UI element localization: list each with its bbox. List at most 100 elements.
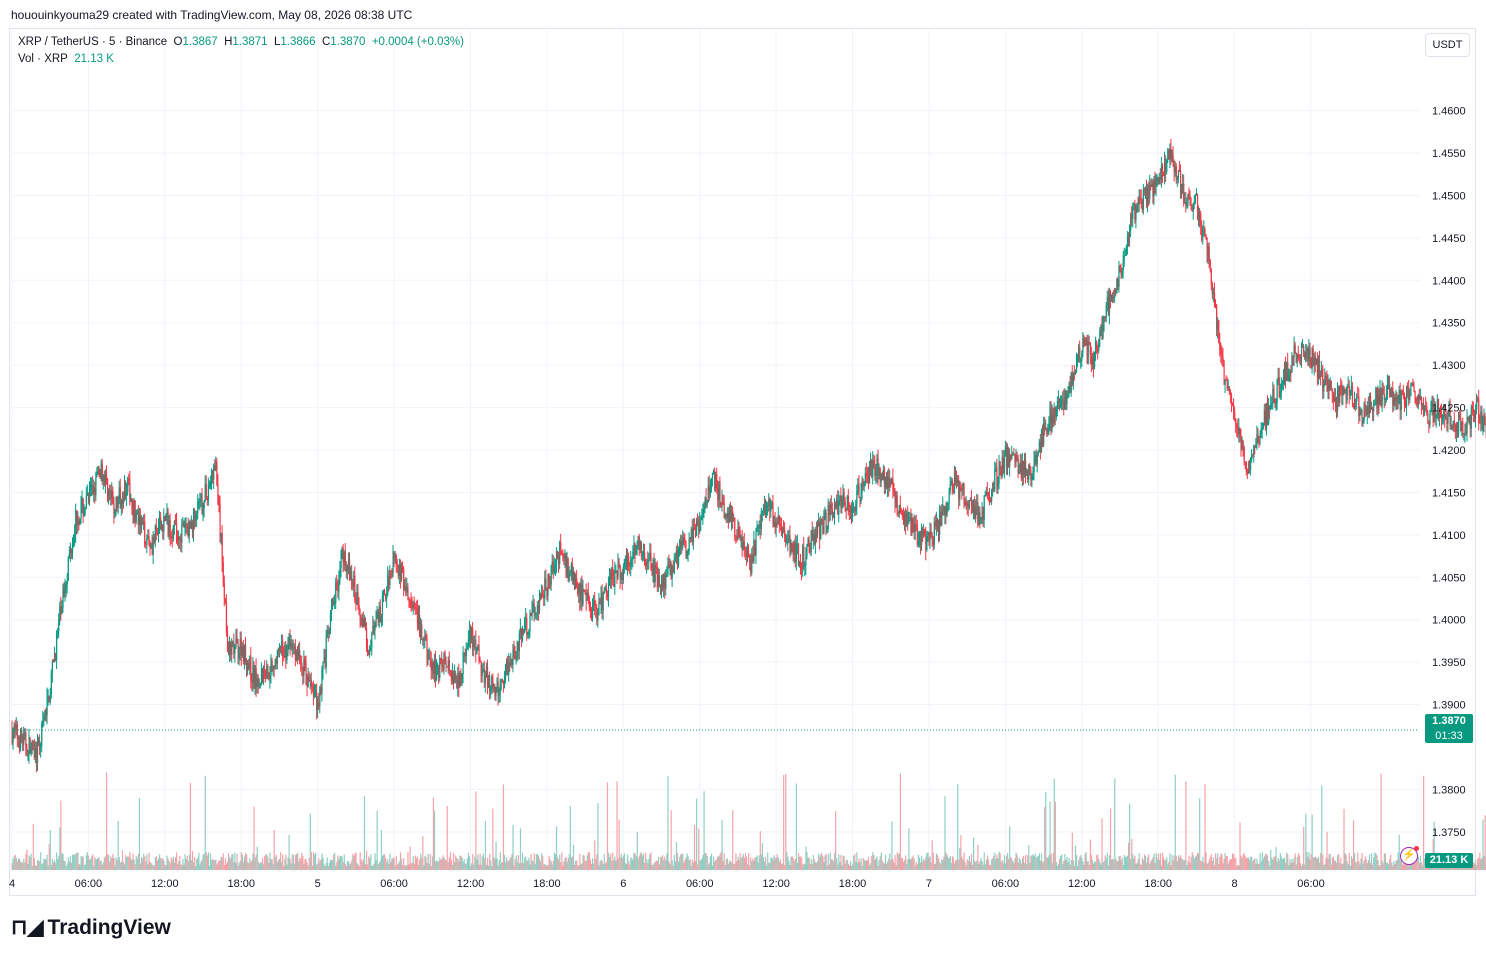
candle-body [744, 548, 747, 552]
candle-body [672, 566, 674, 573]
volume-bar [726, 858, 729, 870]
candle-body [105, 474, 108, 480]
candle-body [1346, 387, 1348, 400]
volume-bar [656, 860, 658, 870]
volume-bar [668, 861, 670, 870]
candle-body [828, 505, 830, 515]
volume-bar [1158, 859, 1160, 870]
candle-body [325, 637, 327, 667]
volume-bar [336, 861, 338, 870]
candle-body [502, 681, 505, 685]
volume-bar [831, 859, 834, 870]
candle-body [751, 554, 753, 574]
candle-body [854, 507, 856, 512]
candle-body [1470, 406, 1472, 429]
candle-body [670, 562, 672, 579]
volume-bar [757, 862, 759, 870]
volume-bar [381, 855, 384, 870]
volume-bar [1140, 865, 1142, 870]
volume-bar [529, 864, 531, 870]
volume-bar [249, 858, 251, 870]
volume-bar [356, 862, 358, 870]
volume-bar [992, 858, 994, 870]
volume-bar [233, 862, 235, 870]
volume-bar [373, 863, 375, 870]
volume-bar [1483, 856, 1485, 870]
volume-bar [796, 863, 799, 870]
volume-bar [108, 855, 110, 870]
volume-bar [813, 859, 816, 870]
volume-bar [1136, 862, 1138, 870]
volume-bar [1153, 853, 1155, 870]
volume-bar [384, 854, 386, 870]
volume-bar [1101, 818, 1103, 870]
candle-body [419, 615, 421, 638]
volume-bar [208, 865, 211, 870]
candle-body [499, 680, 501, 693]
volume-bar [307, 865, 309, 870]
candle-body [658, 575, 661, 586]
volume-bar [929, 856, 931, 870]
candle-body [1083, 338, 1085, 346]
candle-body [1404, 405, 1407, 407]
candle-body [668, 564, 670, 568]
volume-bar [1156, 858, 1158, 870]
candle-body [680, 540, 682, 549]
candle-body [199, 499, 201, 502]
candle-body [358, 604, 360, 615]
candle-body [1264, 410, 1267, 429]
volume-bar [338, 859, 340, 870]
volume-bar [407, 852, 409, 870]
candle-body [323, 657, 325, 663]
volume-bar [1187, 860, 1189, 870]
candle-body [190, 521, 193, 529]
volume-bar [1109, 808, 1112, 870]
candle-body [742, 541, 744, 550]
candle-body [1006, 450, 1009, 468]
volume-bar [794, 858, 796, 870]
volume-bar [1355, 861, 1357, 870]
candle-body [662, 579, 664, 588]
volume-bar [1398, 834, 1400, 870]
candle-body [318, 702, 320, 706]
candle-body [1444, 404, 1446, 418]
candle-body [538, 593, 541, 612]
candle-body [627, 555, 629, 568]
candle-body [465, 649, 467, 657]
volume-bar [96, 859, 98, 870]
volume-bar [132, 853, 134, 870]
volume-bar [535, 854, 537, 870]
candle-body [1299, 358, 1302, 360]
volume-bar [617, 858, 619, 870]
volume-bar [1239, 822, 1241, 870]
volume-bar [910, 859, 912, 870]
volume-bar [140, 857, 143, 870]
candle-body [1329, 380, 1331, 390]
candle-body [467, 639, 470, 648]
volume-bar [523, 862, 525, 870]
candle-body [493, 686, 495, 689]
candle-body [957, 479, 959, 484]
volume-bar [1272, 859, 1274, 870]
candle-body [88, 489, 91, 503]
candle-body [466, 647, 468, 650]
volume-bar [740, 857, 742, 870]
volume-bar [409, 846, 411, 870]
candle-body [792, 544, 794, 556]
candle-body [329, 612, 332, 632]
volume-bar [1326, 831, 1328, 870]
candle-body [771, 502, 773, 504]
candle-body [251, 680, 253, 683]
volume-bar [1295, 864, 1297, 870]
candle-body [862, 481, 864, 487]
volume-bar [856, 852, 858, 870]
candle-body [271, 660, 273, 669]
candle-body [334, 602, 336, 604]
candle-body [570, 563, 573, 573]
candle-body [759, 524, 761, 530]
volume-bar [554, 854, 557, 870]
candle-body [1436, 399, 1439, 415]
volume-bar [1147, 857, 1149, 870]
candle-body [1263, 410, 1266, 423]
